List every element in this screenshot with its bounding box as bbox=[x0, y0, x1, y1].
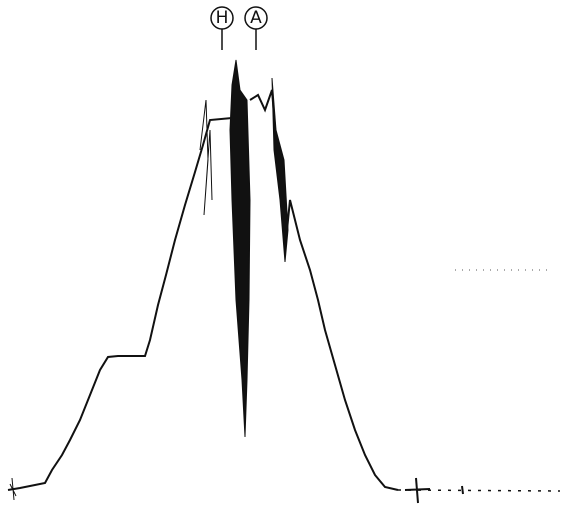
marker-label: A bbox=[250, 8, 262, 28]
trace-tail bbox=[397, 489, 561, 492]
trace-center-spike bbox=[229, 59, 251, 438]
trace-left bbox=[7, 117, 233, 491]
trace-tail-marks bbox=[404, 477, 464, 504]
marker-h: H bbox=[210, 6, 234, 50]
trace-left-noise bbox=[9, 99, 213, 501]
marker-a: A bbox=[244, 6, 268, 50]
trace-right-spike bbox=[271, 77, 289, 263]
marker-label: H bbox=[216, 8, 229, 28]
